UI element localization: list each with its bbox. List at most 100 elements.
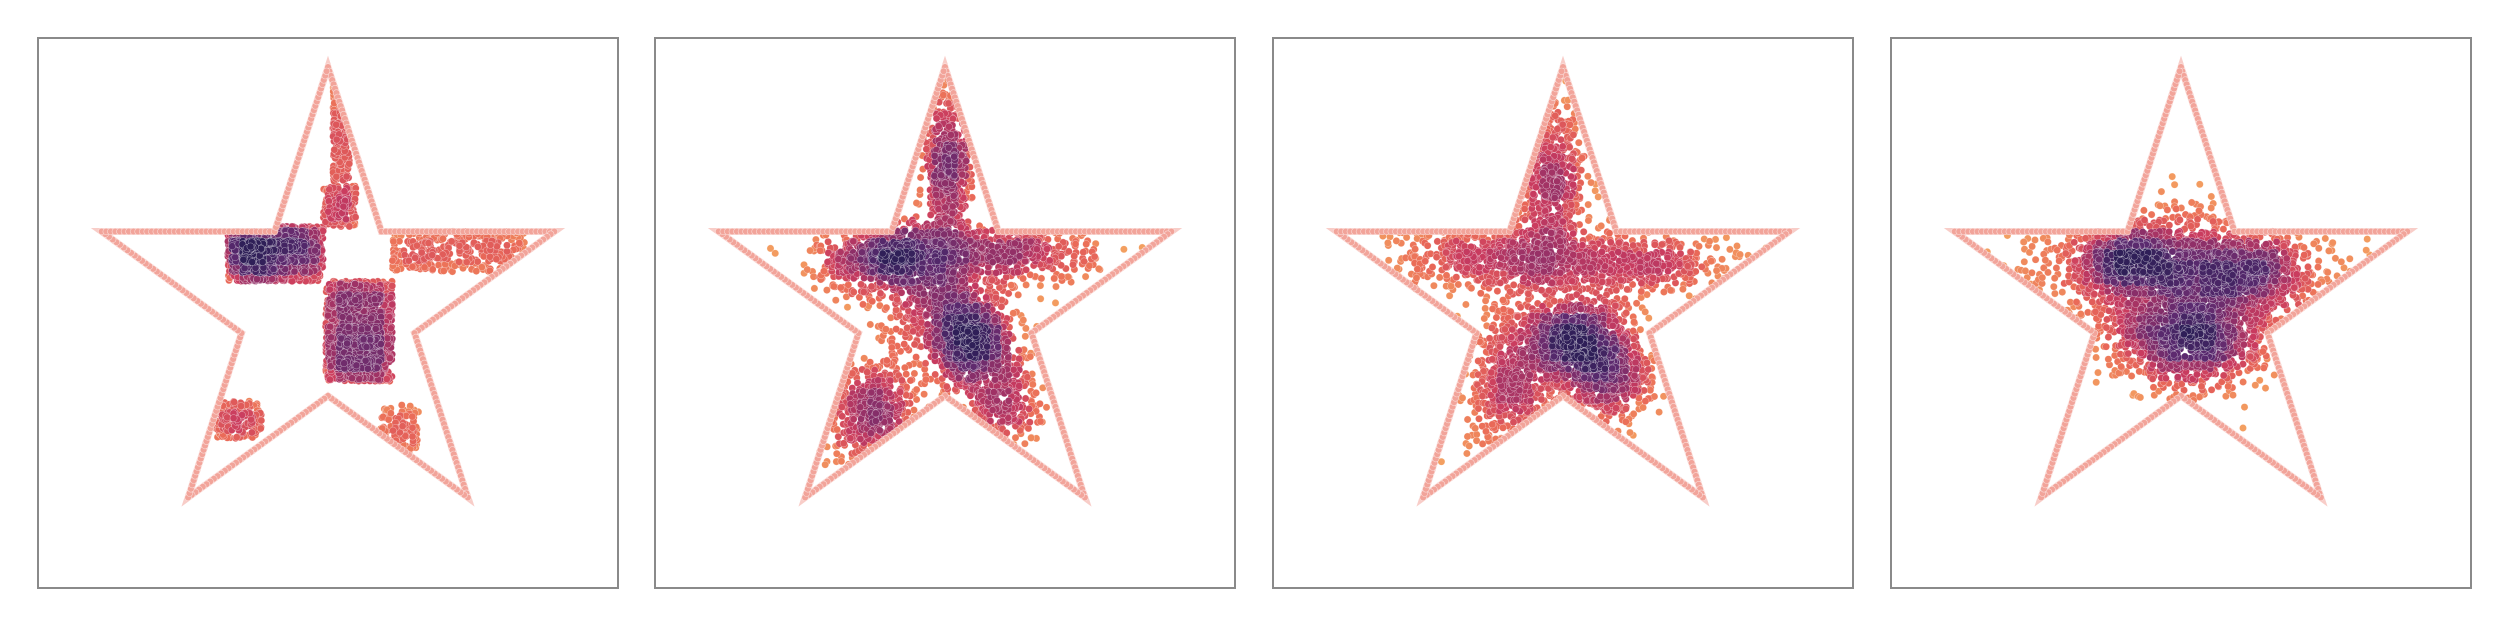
- scatter-point: [428, 265, 437, 274]
- scatter-point: [957, 223, 965, 232]
- scatter-point: [848, 369, 857, 378]
- scatter-point: [926, 211, 935, 219]
- scatter-point: [493, 242, 501, 251]
- scatter-point: [1043, 245, 1051, 253]
- scatter-point: [909, 316, 918, 325]
- scatter-point: [912, 199, 921, 207]
- scatter-point: [439, 234, 447, 243]
- scatter-point: [330, 145, 339, 154]
- scatter-point: [325, 197, 333, 206]
- scatter-point: [269, 265, 278, 274]
- scatter-point: [902, 370, 911, 378]
- scatter-point: [1069, 260, 1077, 269]
- scatter-point: [280, 247, 289, 255]
- scatter-point: [949, 115, 957, 123]
- scatter-point: [388, 282, 397, 290]
- scatter-point: [882, 303, 891, 312]
- scatter-point: [843, 303, 852, 312]
- scatter-point: [411, 254, 420, 262]
- scatter-point: [300, 241, 309, 250]
- scatter-point: [887, 343, 896, 352]
- scatter-point: [1120, 245, 1128, 254]
- scatter-point: [344, 323, 353, 332]
- scatter-point: [857, 280, 865, 289]
- scatter-point: [473, 257, 482, 266]
- scatter-point: [388, 256, 397, 265]
- scatter-point: [351, 213, 360, 221]
- scatter-point: [229, 414, 238, 423]
- scatter-point: [922, 375, 930, 384]
- scatter-point: [901, 363, 909, 372]
- scatter-point: [1071, 240, 1080, 248]
- scatter-point: [342, 172, 351, 181]
- scatter-point: [1021, 332, 1030, 341]
- scatter-point: [238, 411, 246, 419]
- scatter-point: [916, 186, 924, 194]
- scatter-point: [824, 237, 832, 246]
- scatter-point: [893, 295, 902, 304]
- scatter-point: [856, 435, 865, 443]
- scatter-point: [277, 254, 286, 263]
- scatter-point: [352, 361, 361, 370]
- scatter-point: [1045, 256, 1054, 265]
- scatter-point: [298, 256, 307, 265]
- scatter-point: [477, 263, 486, 272]
- scatter-point: [1007, 281, 1016, 290]
- scatter-point: [874, 376, 882, 385]
- scatter-point: [1036, 294, 1045, 303]
- scatter-point: [912, 353, 920, 361]
- scatter-point: [389, 426, 397, 435]
- scatter-point: [816, 246, 825, 255]
- scatter-point: [287, 227, 296, 235]
- scatter-point: [335, 296, 344, 305]
- scatter-point: [921, 359, 930, 368]
- scatter-point: [831, 296, 840, 305]
- scatter-point: [1028, 380, 1037, 389]
- scatter-point: [474, 242, 482, 251]
- scatter-point: [1013, 268, 1022, 277]
- scatter-point: [833, 425, 841, 434]
- scatter-point: [982, 293, 991, 302]
- scatter-point: [253, 275, 261, 283]
- scatter-point: [1052, 282, 1060, 291]
- scatter-point: [386, 324, 395, 333]
- scatter-point: [362, 343, 371, 351]
- scatter-point: [906, 376, 915, 385]
- star-outline-point: [323, 67, 331, 75]
- scatter-point: [231, 253, 240, 262]
- scatter-point: [363, 324, 372, 333]
- scatter-point: [900, 340, 909, 348]
- scatter-point: [931, 370, 940, 379]
- scatter-point: [332, 135, 341, 144]
- scatter-point: [413, 241, 421, 250]
- scatter-point: [771, 249, 780, 258]
- scatter-point: [408, 412, 417, 421]
- scatter-point: [1050, 274, 1059, 283]
- scatter-point: [340, 187, 349, 196]
- scatter-point: [237, 402, 245, 410]
- scatter-point: [345, 222, 354, 231]
- scatter-point: [820, 267, 828, 276]
- scatter-point: [898, 376, 906, 385]
- scatter-point: [351, 280, 359, 288]
- scatter-point: [885, 389, 894, 397]
- scatter-point: [455, 241, 464, 250]
- scatter-point: [455, 257, 463, 266]
- scatter-point: [364, 364, 372, 373]
- scatter-point: [823, 258, 832, 266]
- scatter-point: [849, 288, 858, 296]
- scatter-point: [988, 276, 996, 285]
- scatter-point: [821, 460, 830, 469]
- scatter-point: [462, 258, 471, 266]
- scatter-point: [1027, 434, 1035, 442]
- scatter-point: [876, 289, 885, 298]
- scatter-point: [408, 423, 417, 432]
- scatter-point: [324, 311, 332, 320]
- scatter-point: [912, 385, 921, 394]
- scatter-point: [909, 327, 917, 336]
- scatter-point: [803, 265, 812, 274]
- scatter-point: [881, 325, 890, 334]
- scatter-point: [859, 288, 868, 296]
- scatter-point: [248, 258, 257, 266]
